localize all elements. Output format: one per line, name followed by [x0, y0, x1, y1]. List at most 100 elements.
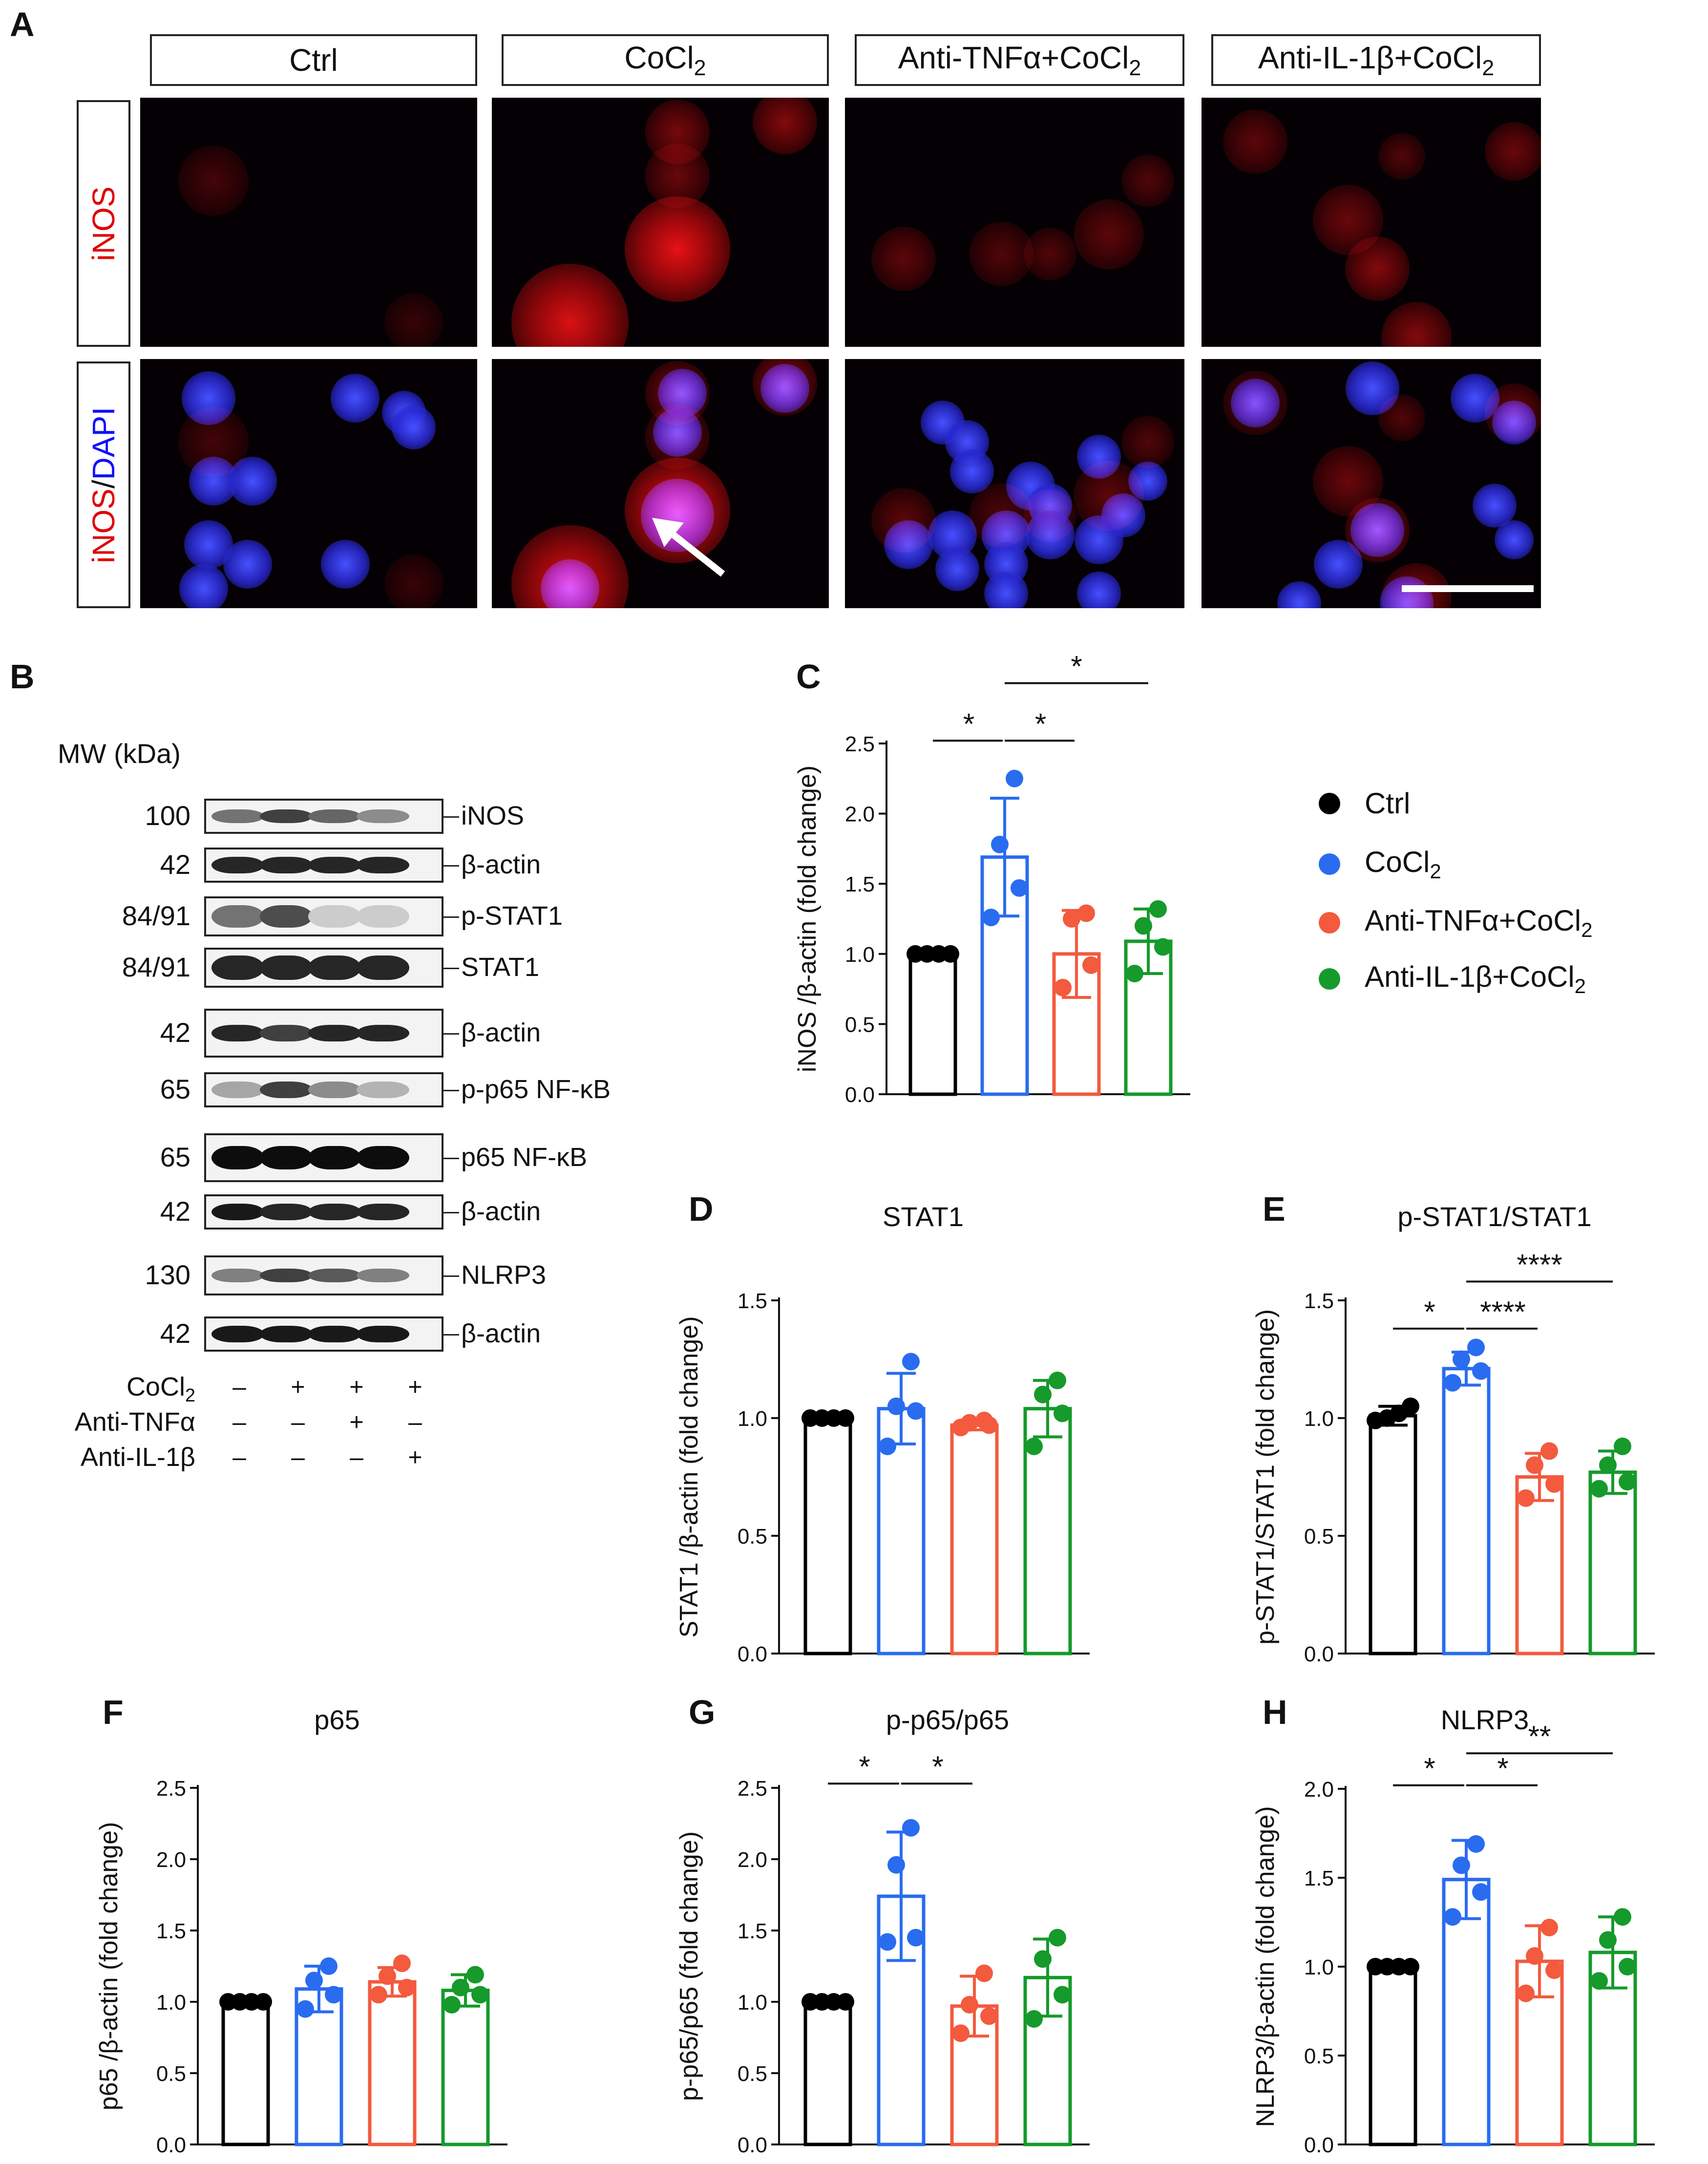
data-point [907, 1402, 925, 1420]
data-point [320, 1957, 337, 1975]
data-point [1444, 1908, 1461, 1926]
chart-title: STAT1 [883, 1201, 964, 1232]
data-point [325, 1986, 342, 2004]
cell [1074, 461, 1144, 531]
data-point [1540, 1442, 1558, 1460]
y-tick-label: 0.0 [845, 1083, 875, 1107]
nucleus [1026, 510, 1075, 559]
blot-strip [204, 1194, 443, 1230]
data-point [1049, 1929, 1066, 1947]
blot-band [357, 1146, 409, 1169]
blot-band [260, 857, 313, 873]
legend-item: CoCl2 [1319, 845, 1441, 883]
blot-protein-label: β-actin [461, 1197, 541, 1226]
y-tick-label: 1.5 [156, 1919, 186, 1943]
panel-letter-e: E [1263, 1190, 1286, 1228]
blot-band [357, 1025, 409, 1041]
blot-band [211, 857, 264, 873]
y-tick-label: 1.5 [1304, 1867, 1334, 1890]
data-point [1517, 1489, 1535, 1507]
data-point [902, 1353, 920, 1371]
cell [384, 554, 443, 608]
blot-band [211, 809, 264, 823]
blot-protein-label: p-STAT1 [461, 901, 563, 931]
condition-mark: – [232, 1443, 246, 1471]
chart-e: p-STAT1/STAT1 p-STAT1/STAT1 (fold change)… [1251, 1201, 1655, 1666]
chart-title: NLRP3 [1441, 1704, 1529, 1735]
blot-band [211, 1204, 264, 1220]
blot-tick [443, 865, 459, 867]
cell [871, 488, 936, 552]
blot-band [260, 1326, 313, 1342]
data-point [471, 1986, 489, 2004]
cell [511, 525, 629, 608]
nucleus [228, 457, 277, 506]
data-point [1444, 1374, 1461, 1392]
blot-band [308, 1269, 361, 1282]
data-point [1453, 1350, 1470, 1368]
blot-strip [204, 948, 443, 988]
y-tick-label: 0.0 [1304, 1642, 1334, 1666]
chart-d: STAT1 STAT1 /β-actin (fold change) 0.0 0.5 1… [675, 1201, 1090, 1666]
y-tick-label: 0.0 [1304, 2133, 1334, 2157]
micrograph [140, 98, 477, 347]
y-axis-label: p-STAT1/STAT1 (fold change) [1251, 1309, 1280, 1645]
group-label-cocl2: CoCl2 [502, 34, 829, 86]
y-tick-label: 2.5 [845, 732, 875, 756]
y-tick-label: 1.0 [845, 943, 875, 967]
y-tick-label: 1.5 [845, 872, 875, 896]
blot-band [211, 1146, 264, 1169]
y-axis-label: p-p65/p65 (fold change) [675, 1831, 703, 2101]
y-tick-label: 2.0 [738, 1848, 767, 1872]
cell [1074, 199, 1144, 270]
blot-band [308, 857, 361, 873]
y-tick-label: 1.5 [738, 1919, 767, 1943]
chart-g: p-p65/p65 p-p65/p65 (fold change) 0.0 0.5 1.… [675, 1704, 1090, 2157]
cell [178, 146, 249, 216]
group-label-text: Anti-TNFα+CoCl2 [898, 40, 1141, 80]
data-point [1619, 1958, 1636, 1975]
condition-label: Anti-IL-1β [80, 1443, 195, 1472]
blot-band [357, 1204, 409, 1220]
blot-tick [443, 816, 459, 818]
group-label-text: CoCl2 [624, 40, 706, 80]
nucleus [884, 520, 933, 569]
data-point [398, 1978, 416, 1996]
data-point [1034, 1385, 1052, 1403]
blot-strip [204, 896, 443, 936]
mw-title: MW (kDa) [58, 738, 181, 769]
data-point [1063, 910, 1080, 928]
group-label-anti-tnf: Anti-TNFα+CoCl2 [855, 34, 1184, 86]
data-point [1135, 917, 1152, 935]
blot-band [357, 809, 409, 823]
blot-protein-label: β-actin [461, 850, 541, 879]
legend-item: Ctrl [1319, 786, 1410, 820]
cell [645, 405, 710, 469]
data-point [1011, 879, 1028, 897]
blot-tick [443, 916, 459, 918]
micrograph [1202, 98, 1541, 347]
blot-tick [443, 1033, 459, 1035]
blot-band [260, 1082, 313, 1098]
nucleus [1451, 374, 1499, 423]
bar [1369, 1414, 1417, 1655]
row-label-inos: iNOS [77, 100, 130, 347]
mw-marker: 84/91 [122, 900, 190, 931]
blot-protein-label: iNOS [461, 801, 525, 830]
nucleus [1495, 520, 1534, 559]
mw-marker: 84/91 [122, 952, 190, 982]
mw-marker: 42 [160, 1196, 190, 1227]
condition-mark: – [232, 1408, 246, 1436]
nucleus [1077, 572, 1121, 608]
bar [221, 2000, 270, 2146]
blot-band [357, 955, 409, 980]
mw-marker: 42 [160, 849, 190, 880]
nucleus [392, 405, 436, 449]
data-point [1453, 1856, 1470, 1874]
nucleus [1101, 493, 1145, 537]
y-tick-label: 0.0 [738, 1642, 767, 1666]
y-tick-label: 2.5 [738, 1777, 767, 1801]
cell [1024, 228, 1076, 280]
y-tick-label: 1.0 [156, 1991, 186, 2015]
blot-tick [443, 1158, 459, 1159]
